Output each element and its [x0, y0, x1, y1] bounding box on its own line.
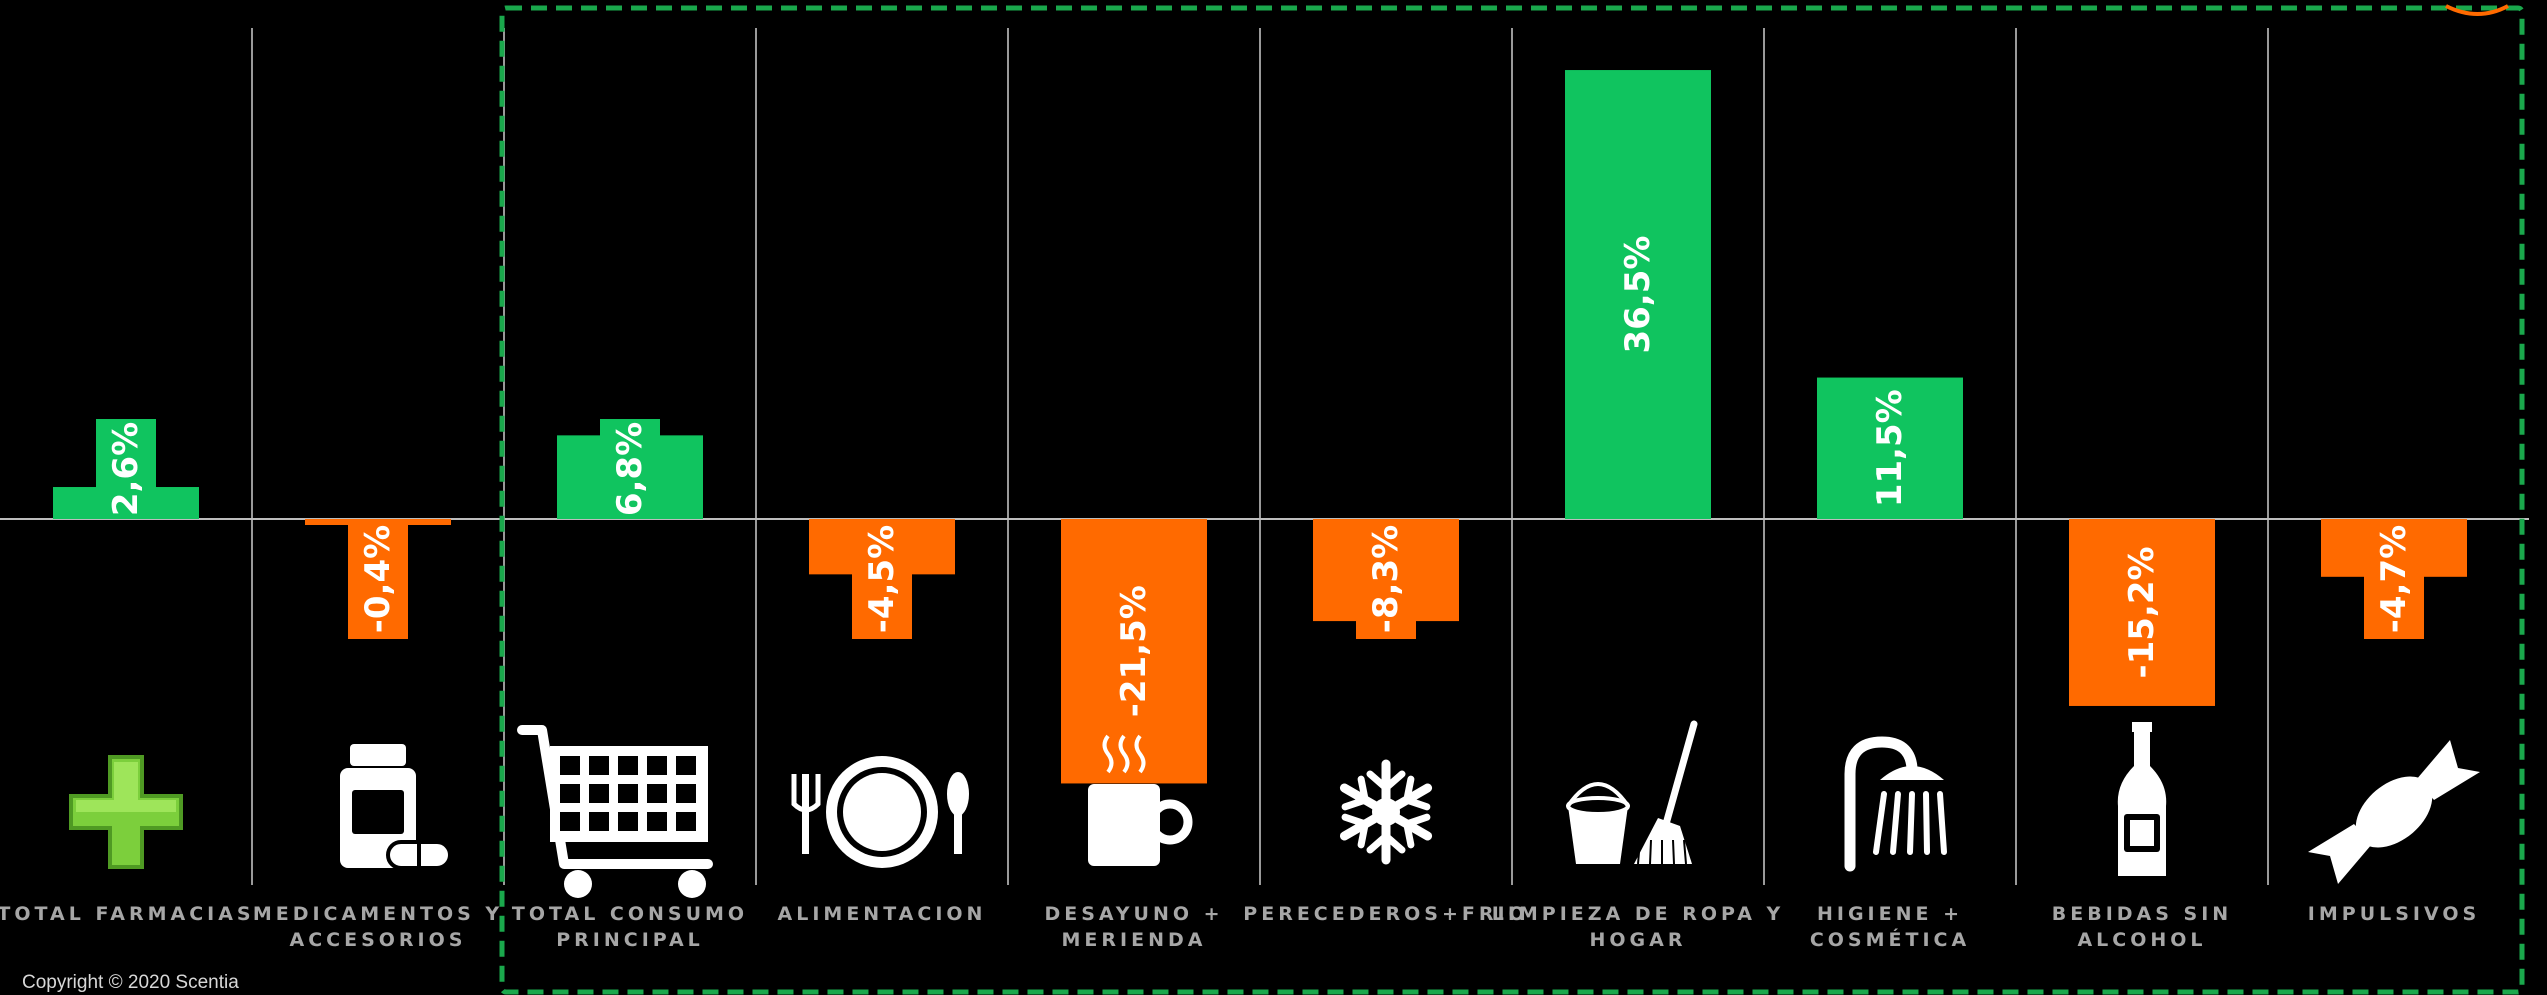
snowflake-icon [1339, 759, 1433, 865]
value-label: 11,5% [1870, 389, 1910, 507]
bar [1565, 70, 1711, 520]
category-label: ALCOHOL [2077, 929, 2206, 951]
category-label: MERIENDA [1062, 929, 1207, 951]
bar-label-tab [600, 419, 660, 519]
shower-icon [1844, 736, 1947, 872]
bar [1817, 377, 1963, 519]
plate-cutlery-icon [791, 756, 969, 868]
candy-icon [2308, 740, 2480, 884]
value-label: 36,5% [1618, 236, 1658, 354]
value-label: -4,7% [2374, 525, 2414, 633]
category-label: BEBIDAS SIN [2052, 903, 2232, 925]
category-label: TOTAL FARMACIAS [0, 903, 255, 925]
bottle-icon [2117, 722, 2167, 876]
medicine-bottle-icon [340, 744, 452, 870]
category-label: ALIMENTACION [778, 903, 987, 925]
value-label: -0,4% [358, 525, 398, 633]
category-label: DESAYUNO + [1044, 903, 1223, 925]
category-label: COSMÉTICA [1810, 928, 1970, 951]
category-label: IMPULSIVOS [2308, 903, 2480, 925]
value-label: 6,8% [610, 422, 650, 516]
bar-label-tab [2364, 519, 2424, 639]
bar [2069, 519, 2215, 706]
bar [1061, 519, 1207, 784]
bar-label-tab [96, 419, 156, 519]
category-label: LIMPIEZA DE ROPA Y [1492, 903, 1785, 925]
bucket-broom-icon [1566, 720, 1698, 865]
value-label: 2,6% [106, 422, 146, 516]
category-label: MEDICAMENTOS Y [253, 903, 503, 925]
copyright-text: Copyright © 2020 Scentia [22, 972, 239, 993]
value-label: -8,3% [1366, 525, 1406, 633]
bar-label-tab [1356, 519, 1416, 639]
bar-label-tab [852, 519, 912, 639]
corner-arc [2445, 4, 2509, 16]
value-label: -21,5% [1114, 585, 1154, 717]
shopping-cart-icon [517, 725, 713, 898]
value-label: -15,2% [2122, 546, 2162, 678]
value-label: -4,5% [862, 525, 902, 633]
category-label: ACCESORIOS [290, 929, 467, 951]
category-label: PRINCIPAL [556, 929, 704, 951]
category-label: PERECEDEROS+FRIO [1243, 903, 1528, 925]
highlight-box [499, 5, 2525, 995]
category-label: TOTAL CONSUMO [512, 903, 748, 925]
bar-label-tab [348, 519, 408, 639]
category-label: HIGIENE + [1817, 903, 1963, 925]
category-label: HOGAR [1590, 929, 1687, 951]
coffee-cup-icon [1088, 734, 1193, 866]
green-cross-icon [69, 755, 183, 869]
